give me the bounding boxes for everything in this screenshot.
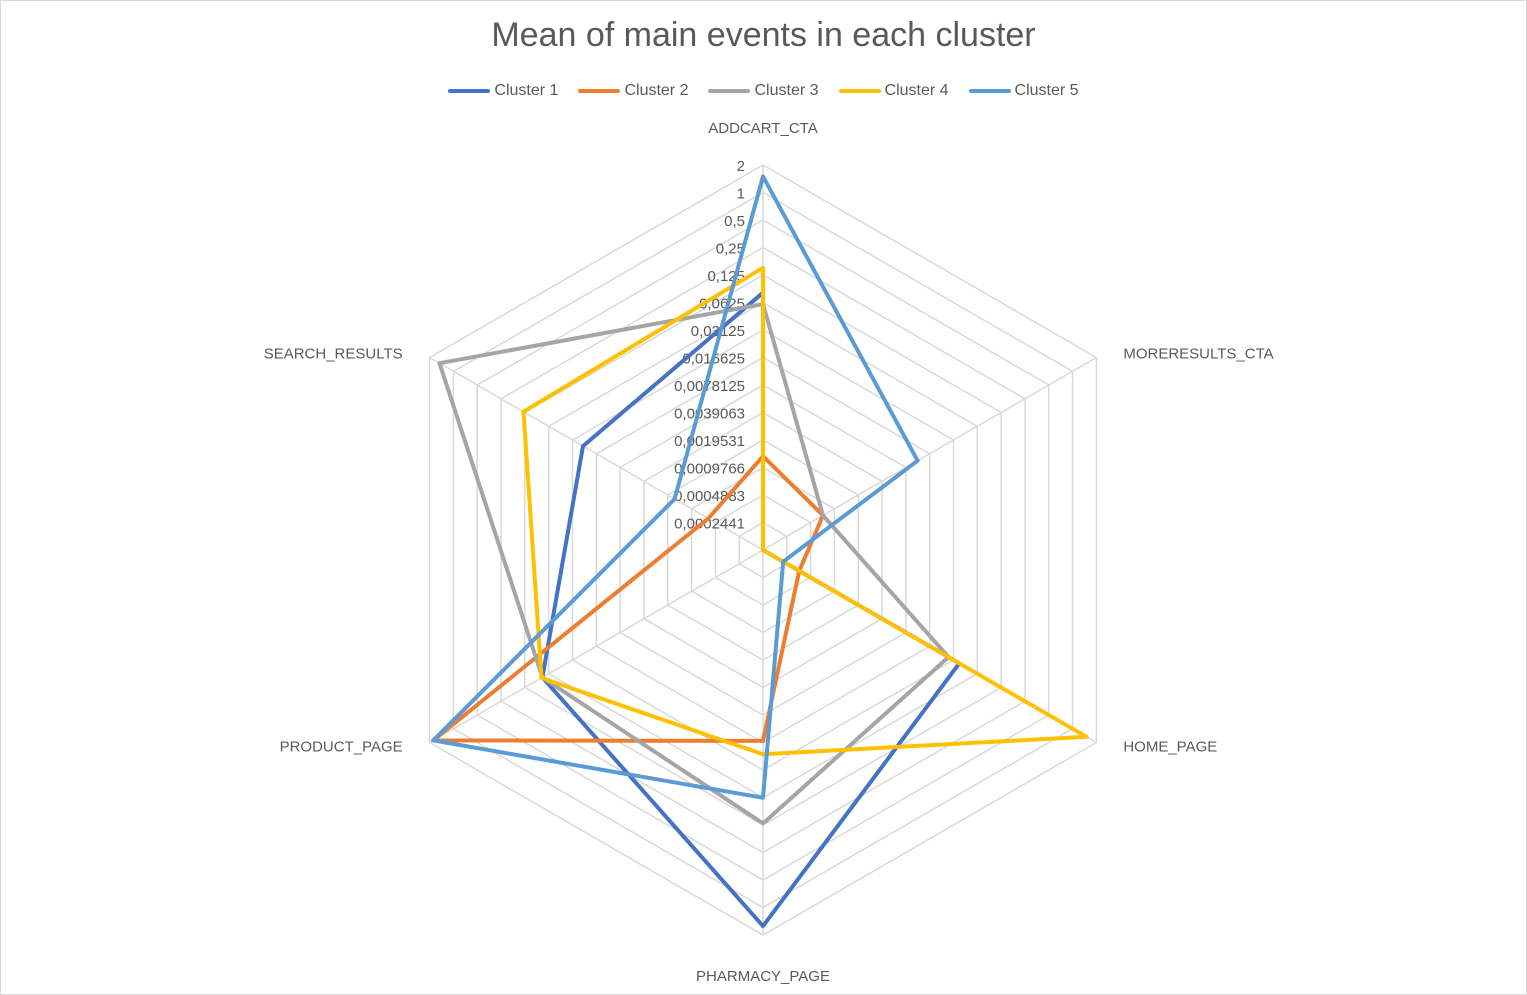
legend-label: Cluster 5	[1014, 82, 1079, 99]
legend-swatch	[448, 89, 491, 93]
tick-label: 1	[737, 186, 745, 203]
legend-item: Cluster 1	[448, 82, 558, 100]
tick-label: 0,0002441	[674, 516, 745, 533]
tick-label: 0,0078125	[674, 378, 745, 395]
axis-label: MORERESULTS_CTA	[1123, 346, 1273, 363]
axis-spoke	[762, 356, 1097, 551]
axis-label: ADDCART_CTA	[708, 120, 817, 137]
tick-label: 0,0019531	[674, 433, 745, 450]
tick-label: 0,0039063	[674, 406, 745, 423]
legend-item: Cluster 2	[578, 82, 688, 100]
series-line	[521, 265, 1089, 757]
series-line	[437, 302, 951, 826]
tick-label: 0,0004883	[674, 488, 745, 505]
legend-swatch	[578, 89, 621, 93]
series-line	[431, 174, 920, 800]
legend-label: Cluster 3	[754, 82, 819, 99]
axis-label: PHARMACY_PAGE	[696, 968, 830, 985]
legend-item: Cluster 3	[708, 82, 819, 100]
tick-label: 2	[737, 158, 745, 175]
legend-item: Cluster 4	[838, 82, 949, 100]
legend-swatch	[968, 89, 1011, 93]
chart-legend: Cluster 1 Cluster 2 Cluster 3 Cluster 4 Clus…	[0, 82, 1527, 100]
legend-item: Cluster 5	[968, 82, 1079, 100]
axis-label: SEARCH_RESULTS	[264, 346, 403, 363]
legend-swatch	[708, 89, 751, 93]
chart-title: Mean of main events in each cluster	[491, 16, 1036, 54]
legend-label: Cluster 2	[624, 82, 689, 99]
axis-label: HOME_PAGE	[1123, 739, 1217, 756]
legend-swatch	[838, 89, 881, 93]
legend-label: Cluster 1	[494, 82, 559, 99]
axis-label: PRODUCT_PAGE	[280, 739, 403, 756]
axis-spoke	[429, 549, 764, 744]
tick-label: 0,5	[724, 213, 745, 230]
legend-label: Cluster 4	[884, 82, 949, 99]
tick-label: 0,0009766	[674, 461, 745, 478]
tick-label: 0,25	[716, 241, 745, 258]
